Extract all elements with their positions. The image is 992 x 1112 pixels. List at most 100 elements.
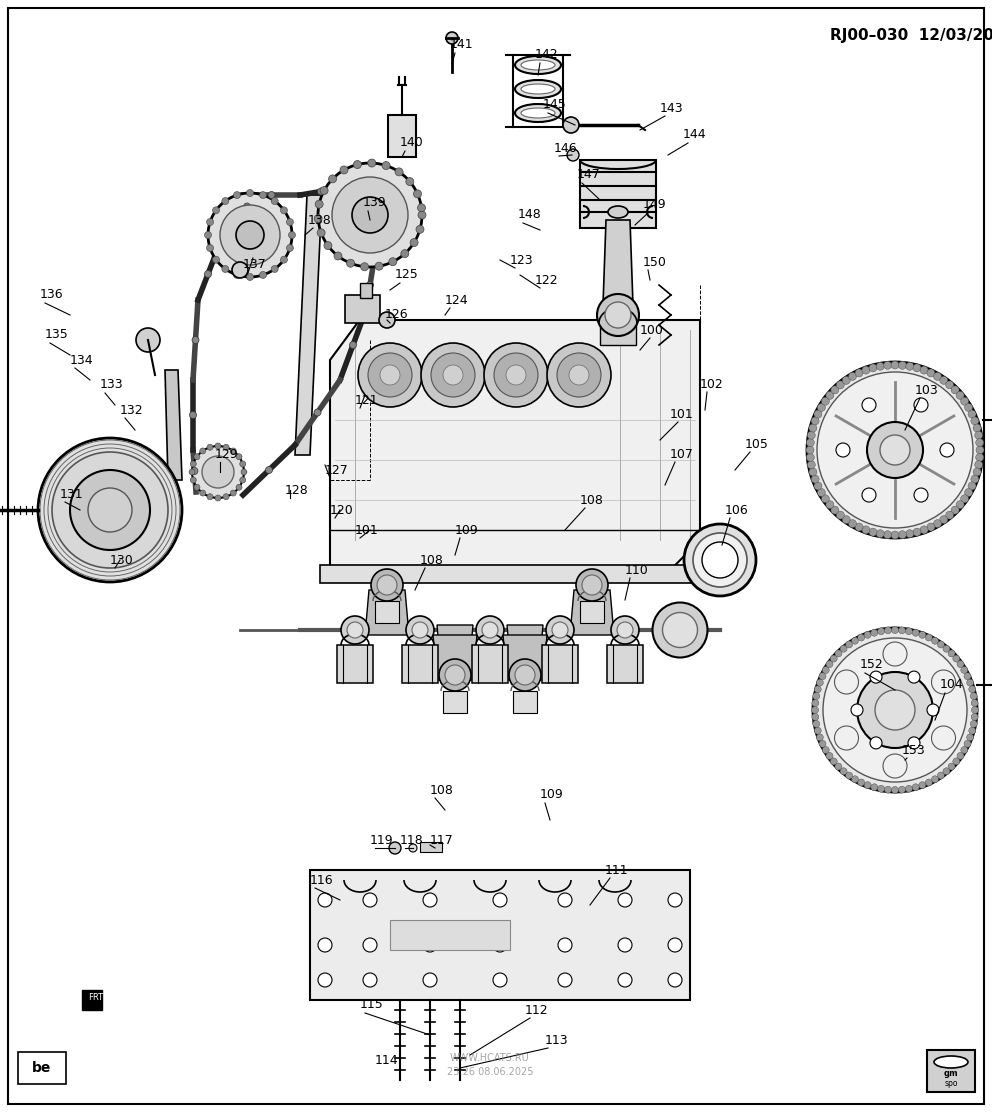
Circle shape	[906, 363, 914, 370]
Text: 109: 109	[455, 524, 479, 536]
Circle shape	[807, 431, 815, 439]
Circle shape	[830, 655, 837, 662]
Circle shape	[194, 485, 200, 490]
Text: 130: 130	[110, 554, 134, 566]
Circle shape	[817, 488, 825, 496]
Circle shape	[271, 198, 278, 205]
Circle shape	[423, 973, 437, 987]
Circle shape	[569, 365, 589, 385]
Circle shape	[814, 686, 821, 693]
Ellipse shape	[605, 302, 631, 328]
Polygon shape	[369, 580, 405, 625]
Circle shape	[618, 973, 632, 987]
Text: 101: 101	[670, 408, 693, 421]
Ellipse shape	[611, 616, 639, 644]
Circle shape	[88, 488, 132, 532]
Circle shape	[913, 629, 920, 636]
Text: 126: 126	[385, 308, 409, 321]
Circle shape	[939, 516, 947, 524]
Circle shape	[840, 767, 847, 775]
Circle shape	[826, 753, 833, 759]
Circle shape	[215, 495, 221, 502]
Circle shape	[831, 386, 839, 394]
Circle shape	[375, 262, 383, 270]
Circle shape	[970, 693, 977, 699]
Circle shape	[328, 175, 336, 182]
Text: 142: 142	[535, 49, 558, 61]
Ellipse shape	[684, 524, 756, 596]
Circle shape	[851, 776, 858, 783]
Text: 131: 131	[60, 488, 83, 502]
Circle shape	[952, 758, 960, 765]
Circle shape	[899, 361, 907, 369]
Ellipse shape	[482, 622, 498, 638]
Circle shape	[931, 637, 938, 644]
Text: 104: 104	[940, 678, 964, 692]
Circle shape	[347, 183, 354, 190]
Circle shape	[353, 160, 361, 169]
Circle shape	[845, 641, 852, 648]
Bar	[390, 920, 510, 950]
Circle shape	[842, 516, 850, 524]
Circle shape	[240, 461, 246, 467]
Circle shape	[287, 219, 294, 226]
Circle shape	[368, 159, 376, 167]
Polygon shape	[574, 580, 610, 625]
Circle shape	[971, 714, 978, 721]
Circle shape	[834, 726, 858, 749]
Text: 146: 146	[554, 141, 577, 155]
Circle shape	[807, 460, 815, 469]
Circle shape	[966, 734, 974, 741]
Circle shape	[222, 266, 229, 272]
Circle shape	[933, 519, 941, 527]
Circle shape	[864, 632, 871, 638]
Circle shape	[349, 341, 356, 348]
Ellipse shape	[693, 533, 747, 587]
Circle shape	[221, 238, 228, 245]
Circle shape	[964, 673, 971, 679]
Circle shape	[409, 844, 417, 852]
Bar	[310, 870, 690, 1000]
Circle shape	[431, 353, 475, 397]
Circle shape	[223, 494, 229, 499]
Circle shape	[443, 365, 463, 385]
Circle shape	[851, 704, 863, 716]
Text: 100: 100	[640, 324, 664, 337]
Circle shape	[334, 252, 342, 260]
Ellipse shape	[934, 1056, 968, 1068]
Circle shape	[933, 373, 941, 380]
Circle shape	[423, 893, 437, 907]
Ellipse shape	[582, 575, 602, 595]
Ellipse shape	[546, 616, 574, 644]
Circle shape	[969, 727, 976, 734]
Circle shape	[914, 488, 928, 502]
Ellipse shape	[702, 542, 738, 578]
Circle shape	[567, 149, 579, 161]
Text: 111: 111	[605, 864, 629, 876]
Bar	[927, 1050, 975, 1092]
Bar	[337, 645, 373, 683]
Circle shape	[406, 178, 414, 186]
Polygon shape	[570, 590, 614, 635]
Circle shape	[246, 274, 254, 280]
Circle shape	[192, 337, 199, 344]
Circle shape	[870, 737, 882, 748]
Circle shape	[867, 421, 923, 478]
Circle shape	[233, 191, 240, 199]
Circle shape	[389, 258, 397, 266]
Circle shape	[864, 782, 871, 788]
Circle shape	[317, 188, 324, 195]
Circle shape	[194, 454, 200, 459]
Circle shape	[927, 369, 934, 377]
Circle shape	[870, 671, 882, 683]
Bar	[580, 600, 604, 623]
Circle shape	[973, 468, 981, 476]
Circle shape	[806, 454, 814, 461]
Circle shape	[414, 190, 422, 198]
Circle shape	[446, 32, 458, 44]
Circle shape	[207, 494, 213, 499]
Text: FRT: FRT	[88, 993, 103, 1003]
Bar	[375, 600, 399, 623]
Text: 115: 115	[360, 999, 384, 1012]
Circle shape	[813, 628, 977, 792]
